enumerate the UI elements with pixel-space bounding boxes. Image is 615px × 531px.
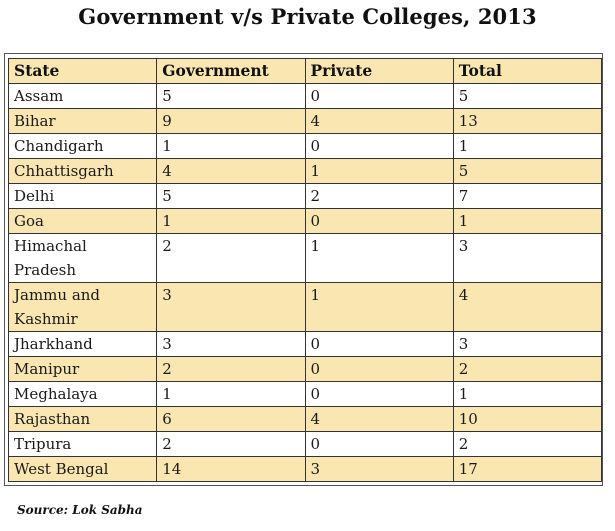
state-cell: Jharkhand	[7, 331, 158, 357]
total-cell: 1	[452, 133, 603, 159]
table-row: Goa 1 0 1	[7, 208, 603, 234]
state-cell: Manipur	[7, 356, 158, 382]
private-cell: 0	[304, 356, 454, 382]
private-cell: 0	[304, 83, 454, 109]
total-cell: 3	[452, 331, 603, 357]
table-row: Delhi 5 2 7	[7, 183, 603, 209]
private-cell: 4	[304, 108, 454, 134]
government-cell: 3	[156, 282, 306, 332]
table-frame	[4, 53, 603, 486]
state-cell: Tripura	[7, 431, 158, 457]
private-cell: 1	[304, 233, 454, 283]
state-cell: Chandigarh	[7, 133, 158, 159]
table-row: Manipur 2 0 2	[7, 356, 603, 382]
private-cell: 1	[304, 158, 454, 184]
government-cell: 1	[156, 133, 306, 159]
state-cell: Goa	[7, 208, 158, 234]
header-private: Private	[304, 58, 454, 84]
state-cell: Himachal Pradesh	[7, 233, 158, 283]
government-cell: 9	[156, 108, 306, 134]
private-cell: 0	[304, 208, 454, 234]
header-row: State Government Private Total	[7, 58, 603, 84]
government-cell: 6	[156, 406, 306, 432]
total-cell: 1	[452, 381, 603, 407]
total-cell: 5	[452, 158, 603, 184]
table-row: West Bengal 14 3 17	[7, 456, 603, 482]
private-cell: 0	[304, 381, 454, 407]
private-cell: 2	[304, 183, 454, 209]
table-row: Himachal Pradesh 2 1 3	[7, 233, 603, 283]
table-row: Jharkhand 3 0 3	[7, 331, 603, 357]
state-cell: Bihar	[7, 108, 158, 134]
private-cell: 0	[304, 133, 454, 159]
table-row: Jammu and Kashmir 3 1 4	[7, 282, 603, 332]
government-cell: 4	[156, 158, 306, 184]
table-body: Assam 5 0 5 Bihar 9 4 13 Chandigarh 1 0 1 Chhattisga…	[7, 83, 603, 482]
private-cell: 3	[304, 456, 454, 482]
header-state: State	[7, 58, 158, 84]
private-cell: 1	[304, 282, 454, 332]
table-row: Rajasthan 6 4 10	[7, 406, 603, 432]
table-row: Tripura 2 0 2	[7, 431, 603, 457]
government-cell: 1	[156, 208, 306, 234]
state-cell: Chhattisgarh	[7, 158, 158, 184]
government-cell: 2	[156, 431, 306, 457]
table-row: Meghalaya 1 0 1	[7, 381, 603, 407]
private-cell: 0	[304, 331, 454, 357]
government-cell: 2	[156, 356, 306, 382]
private-cell: 4	[304, 406, 454, 432]
government-cell: 5	[156, 183, 306, 209]
private-cell: 0	[304, 431, 454, 457]
table-row: Assam 5 0 5	[7, 83, 603, 109]
colleges-table: State Government Private Total Assam 5 0 5 B…	[7, 58, 603, 482]
state-cell: Assam	[7, 83, 158, 109]
total-cell: 7	[452, 183, 603, 209]
table-row: Chhattisgarh 4 1 5	[7, 158, 603, 184]
total-cell: 4	[452, 282, 603, 332]
total-cell: 3	[452, 233, 603, 283]
government-cell: 3	[156, 331, 306, 357]
table-row: Chandigarh 1 0 1	[7, 133, 603, 159]
table-title: Government v/s Private Colleges, 2013	[78, 4, 537, 29]
government-cell: 14	[156, 456, 306, 482]
state-cell: Jammu and Kashmir	[7, 282, 158, 332]
total-cell: 2	[452, 431, 603, 457]
table-row: Bihar 9 4 13	[7, 108, 603, 134]
total-cell: 5	[452, 83, 603, 109]
header-total: Total	[452, 58, 603, 84]
header-government: Government	[156, 58, 306, 84]
source-note: Source: Lok Sabha	[17, 503, 143, 517]
total-cell: 13	[452, 108, 603, 134]
government-cell: 1	[156, 381, 306, 407]
state-cell: Rajasthan	[7, 406, 158, 432]
total-cell: 17	[452, 456, 603, 482]
government-cell: 5	[156, 83, 306, 109]
total-cell: 1	[452, 208, 603, 234]
government-cell: 2	[156, 233, 306, 283]
total-cell: 2	[452, 356, 603, 382]
total-cell: 10	[452, 406, 603, 432]
state-cell: Delhi	[7, 183, 158, 209]
state-cell: West Bengal	[7, 456, 158, 482]
state-cell: Meghalaya	[7, 381, 158, 407]
